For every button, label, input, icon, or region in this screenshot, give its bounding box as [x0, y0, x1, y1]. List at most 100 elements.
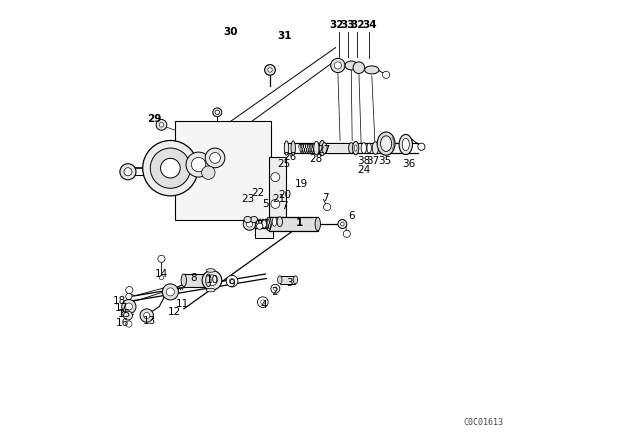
Ellipse shape — [345, 61, 358, 70]
Bar — [184, 274, 209, 287]
Circle shape — [156, 120, 167, 130]
Circle shape — [338, 220, 347, 228]
Ellipse shape — [377, 132, 395, 155]
Circle shape — [207, 275, 217, 286]
Text: 36: 36 — [402, 159, 415, 169]
Text: 33: 33 — [340, 20, 355, 30]
Ellipse shape — [206, 269, 215, 272]
Text: 35: 35 — [378, 156, 392, 167]
Text: 30: 30 — [223, 27, 238, 37]
Text: 13: 13 — [143, 316, 156, 326]
Circle shape — [334, 62, 341, 69]
Circle shape — [271, 284, 280, 293]
Circle shape — [202, 166, 215, 179]
Circle shape — [264, 65, 275, 75]
Circle shape — [213, 108, 221, 117]
Ellipse shape — [319, 141, 325, 155]
Ellipse shape — [284, 141, 289, 155]
Circle shape — [418, 143, 425, 151]
Circle shape — [140, 309, 154, 322]
Text: 8: 8 — [191, 273, 197, 284]
Text: 19: 19 — [294, 179, 308, 189]
Text: 15: 15 — [118, 309, 131, 319]
Text: 28: 28 — [309, 154, 322, 164]
Circle shape — [257, 223, 263, 229]
Text: 5: 5 — [262, 199, 269, 209]
Circle shape — [125, 293, 132, 299]
Circle shape — [353, 62, 365, 73]
Text: 6: 6 — [348, 211, 355, 221]
Circle shape — [159, 276, 164, 280]
Ellipse shape — [365, 66, 379, 74]
Text: 16: 16 — [116, 318, 129, 328]
Ellipse shape — [277, 217, 282, 227]
Text: 7: 7 — [281, 201, 287, 211]
Ellipse shape — [314, 142, 319, 155]
Text: 20: 20 — [278, 190, 292, 200]
Circle shape — [271, 199, 280, 208]
Text: 11: 11 — [176, 299, 189, 310]
Ellipse shape — [262, 220, 266, 228]
Ellipse shape — [250, 216, 257, 223]
Text: 24: 24 — [357, 165, 371, 176]
Circle shape — [143, 141, 198, 196]
Text: 1: 1 — [296, 218, 303, 228]
Text: 23: 23 — [241, 194, 254, 204]
Text: 29: 29 — [148, 114, 162, 124]
Text: 4: 4 — [261, 300, 268, 310]
Circle shape — [125, 287, 133, 294]
Circle shape — [150, 148, 191, 188]
Circle shape — [166, 288, 175, 296]
Ellipse shape — [322, 143, 327, 153]
Circle shape — [324, 203, 331, 211]
Circle shape — [268, 68, 272, 72]
Circle shape — [383, 71, 390, 78]
Ellipse shape — [355, 145, 357, 151]
Ellipse shape — [278, 276, 282, 284]
Circle shape — [161, 158, 180, 178]
Bar — [175, 121, 271, 220]
Text: 21: 21 — [272, 194, 285, 204]
Circle shape — [159, 123, 164, 127]
Ellipse shape — [181, 274, 186, 287]
Circle shape — [215, 110, 220, 115]
Circle shape — [124, 168, 132, 176]
Bar — [269, 157, 285, 217]
Circle shape — [340, 222, 344, 226]
Circle shape — [125, 321, 132, 327]
Ellipse shape — [349, 143, 354, 153]
Ellipse shape — [372, 142, 378, 154]
Text: 9: 9 — [228, 279, 235, 289]
Text: C0C01613: C0C01613 — [463, 418, 503, 427]
Text: 3: 3 — [286, 278, 293, 288]
Circle shape — [163, 284, 179, 300]
Circle shape — [122, 299, 136, 314]
Circle shape — [343, 230, 350, 237]
Circle shape — [143, 312, 150, 319]
Text: 10: 10 — [205, 275, 218, 285]
Ellipse shape — [315, 217, 321, 231]
Ellipse shape — [244, 216, 252, 223]
Circle shape — [158, 255, 165, 263]
Circle shape — [257, 297, 268, 307]
Text: 7: 7 — [322, 193, 329, 203]
Circle shape — [260, 300, 265, 304]
Text: 38: 38 — [357, 156, 371, 167]
Ellipse shape — [272, 217, 276, 226]
Ellipse shape — [353, 142, 359, 155]
Text: 34: 34 — [363, 20, 378, 30]
Ellipse shape — [381, 136, 392, 151]
Circle shape — [202, 271, 221, 290]
Circle shape — [246, 221, 253, 227]
Circle shape — [191, 157, 205, 172]
Ellipse shape — [402, 138, 410, 151]
Text: 22: 22 — [251, 188, 264, 198]
Ellipse shape — [361, 143, 367, 153]
Circle shape — [186, 152, 211, 177]
Text: 12: 12 — [168, 307, 182, 318]
Ellipse shape — [293, 276, 298, 284]
Text: 25: 25 — [276, 159, 290, 169]
Text: 17: 17 — [115, 303, 128, 313]
Ellipse shape — [367, 143, 371, 153]
Circle shape — [125, 303, 132, 310]
